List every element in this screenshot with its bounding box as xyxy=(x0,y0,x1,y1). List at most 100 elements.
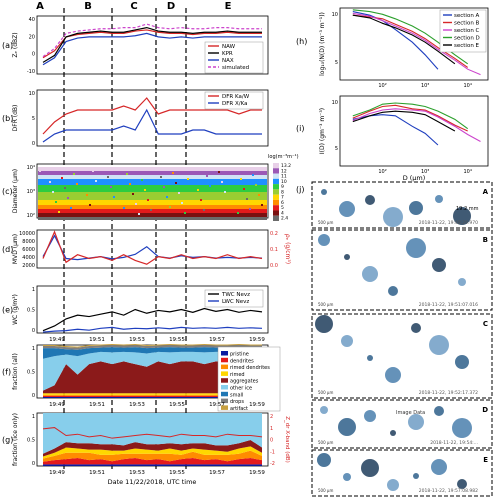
heatmap-cell xyxy=(209,185,211,187)
heatmap-cell xyxy=(181,202,183,204)
photo-section-0: A 2018-11-22, 19:48:29.970 500 μm xyxy=(311,181,493,229)
heatmap-cell xyxy=(252,174,254,176)
x-tick-label: 19:53 xyxy=(129,402,145,408)
y-tick-label: 0.5 xyxy=(27,308,35,314)
colorbar-cell-8 xyxy=(273,189,279,195)
panel-frame xyxy=(36,229,269,269)
particle-image xyxy=(455,355,469,369)
legend-entry: section D xyxy=(454,36,480,42)
x-tick-label: 19:51 xyxy=(89,470,105,476)
legend-box xyxy=(204,41,264,74)
y-tick-label: 6000 xyxy=(22,247,35,253)
x-tick-label: 19:53 xyxy=(129,337,145,343)
particle-image xyxy=(315,315,333,333)
y-tick-label: 1 xyxy=(32,287,35,293)
heatmap-cell xyxy=(203,209,205,211)
x-tick-label: 10² xyxy=(378,83,386,89)
heatmap-band-7 xyxy=(38,200,267,205)
heatmap-cell xyxy=(70,207,72,209)
photo-timestamp: 2018-11-22, 19:48:29.970 xyxy=(419,220,478,226)
x-tick-label: 10⁴ xyxy=(464,169,472,175)
legend-swatch xyxy=(221,385,228,390)
panel-letter: (f) xyxy=(2,368,11,377)
colorbar-tick: 11 xyxy=(281,174,287,180)
panel-letter: (b) xyxy=(2,114,13,123)
particle-image xyxy=(343,473,351,481)
y-tick-label: 0.5 xyxy=(27,438,35,444)
panel-letter: (i) xyxy=(296,124,304,133)
y2-tick-label: 0.2 xyxy=(270,231,278,237)
section-letter: A xyxy=(36,1,44,12)
legend-entry: NAX xyxy=(222,58,234,64)
panel-letter: (g) xyxy=(2,436,13,445)
series-line-LWC-Nevz xyxy=(42,326,263,333)
series-line-NAX xyxy=(42,32,262,66)
heatmap-cell xyxy=(218,171,220,173)
heatmap-cell xyxy=(206,175,208,177)
series-line-simulated xyxy=(42,23,262,58)
legend-swatch xyxy=(221,391,228,397)
heatmap-cell xyxy=(132,193,134,195)
legend-entry: DFR X/Ka xyxy=(222,101,247,107)
scale-bar-label: 500 μm xyxy=(318,440,333,445)
colorbar-label: log(m⁻³m⁻¹) xyxy=(268,154,299,160)
series-line-section-A xyxy=(352,11,439,70)
photo-section-3: D 2018-11-22, 19:54:... 500 μm xyxy=(311,399,493,449)
heatmap-cell xyxy=(92,170,94,172)
series-line-section-C xyxy=(352,12,481,76)
x-tick-label: 19:49 xyxy=(49,402,65,408)
y-axis-label: fraction (ice only) xyxy=(12,413,19,466)
photo-section-2: C 2018-11-22, 19:52:17.372 500 μm xyxy=(311,313,493,399)
area-dendrites xyxy=(43,458,262,465)
heatmap-cell xyxy=(104,210,106,212)
particle-image xyxy=(362,266,378,282)
heatmap-cell xyxy=(123,207,125,209)
x-tick-label: 19:51 xyxy=(89,337,105,343)
scale-bar-label: 500 μm xyxy=(318,302,333,307)
y-tick-label: 1 xyxy=(32,346,35,352)
heatmap-cell xyxy=(39,170,41,172)
heatmap-cell xyxy=(49,181,51,183)
colorbar-cell-5 xyxy=(273,205,279,211)
panel-frame xyxy=(36,89,269,147)
photo-letter: D xyxy=(482,406,488,414)
colorbar-cell-2.4 xyxy=(273,215,279,221)
x-tick-label: 19:59 xyxy=(249,337,265,343)
series-line-TWC-Nevz xyxy=(42,307,263,332)
heatmap-cell xyxy=(243,188,245,190)
heatmap-cell xyxy=(86,194,88,196)
y2-tick-label: -1 xyxy=(270,449,275,455)
photo-letter: B xyxy=(483,236,488,244)
photo-letter: E xyxy=(483,456,488,464)
legend-swatch xyxy=(221,351,228,356)
panel-frame xyxy=(36,285,269,334)
particle-image xyxy=(320,406,328,414)
y-tick-label: 20 xyxy=(29,34,35,40)
series-line-KPR xyxy=(42,26,262,63)
particle-image xyxy=(432,258,446,272)
y-tick-label: 10 xyxy=(332,100,338,106)
panel-letter-j: (j) xyxy=(296,185,304,194)
scale-bar-label: 500 μm xyxy=(318,488,333,493)
series-line-section-A xyxy=(352,114,439,146)
y2-axis-label: ρₑ (g/cm³) xyxy=(284,234,291,264)
zdr-line xyxy=(42,427,263,439)
area-dendrites xyxy=(43,395,262,397)
heatmap-cell xyxy=(138,213,140,215)
y-tick-label: 0 xyxy=(32,328,35,334)
heatmap-cell xyxy=(197,189,199,191)
panel-frame xyxy=(339,7,489,81)
y-tick-label: 4000 xyxy=(22,255,35,261)
x-tick-label: 19:57 xyxy=(209,470,225,476)
particle-image xyxy=(390,430,396,436)
legend-entry: pristine xyxy=(230,352,249,358)
area-rimed-dendrites xyxy=(43,450,262,462)
particle-image xyxy=(406,238,426,258)
heatmap-cell xyxy=(163,186,165,188)
panel-letter: (e) xyxy=(2,306,13,315)
colorbar-cell-6 xyxy=(273,199,279,206)
y-tick-label: 2000 xyxy=(22,263,35,269)
heatmap-cell xyxy=(58,211,60,213)
